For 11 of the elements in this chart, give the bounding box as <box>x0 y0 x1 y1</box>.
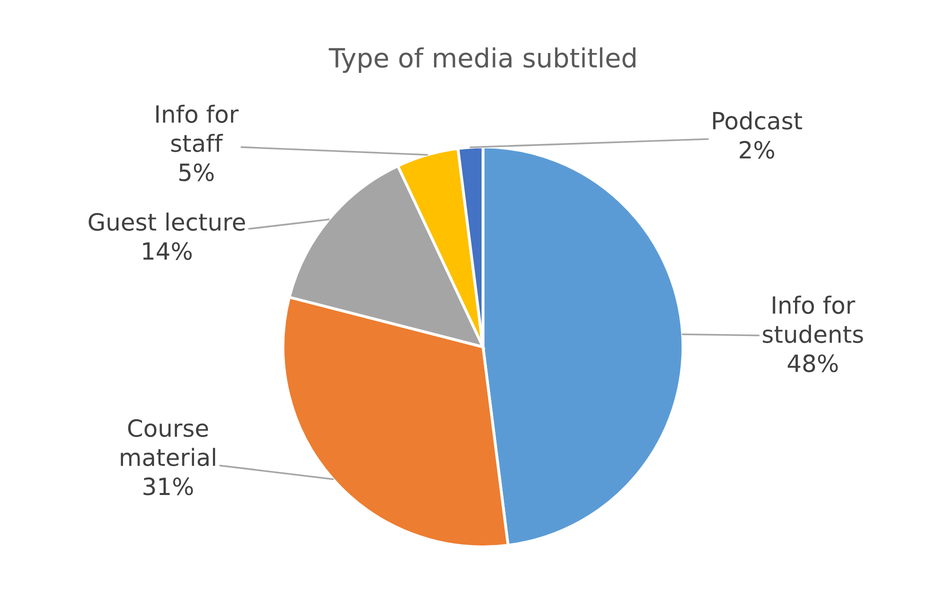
slice-label: Podcast <box>713 111 802 130</box>
slice-label: Course material <box>120 419 216 466</box>
data-label: 31% <box>144 477 193 496</box>
data-label: 48% <box>788 354 838 372</box>
data-label: 5% <box>179 163 214 182</box>
data-label: 14% <box>143 242 192 260</box>
chart-title: Type of media subtitled <box>328 47 636 73</box>
slice-label: Guest lecture <box>88 212 245 231</box>
slice-label: Info for students <box>762 296 863 344</box>
slice-label: Info for staff <box>156 104 239 152</box>
data-label: 2% <box>740 140 774 159</box>
